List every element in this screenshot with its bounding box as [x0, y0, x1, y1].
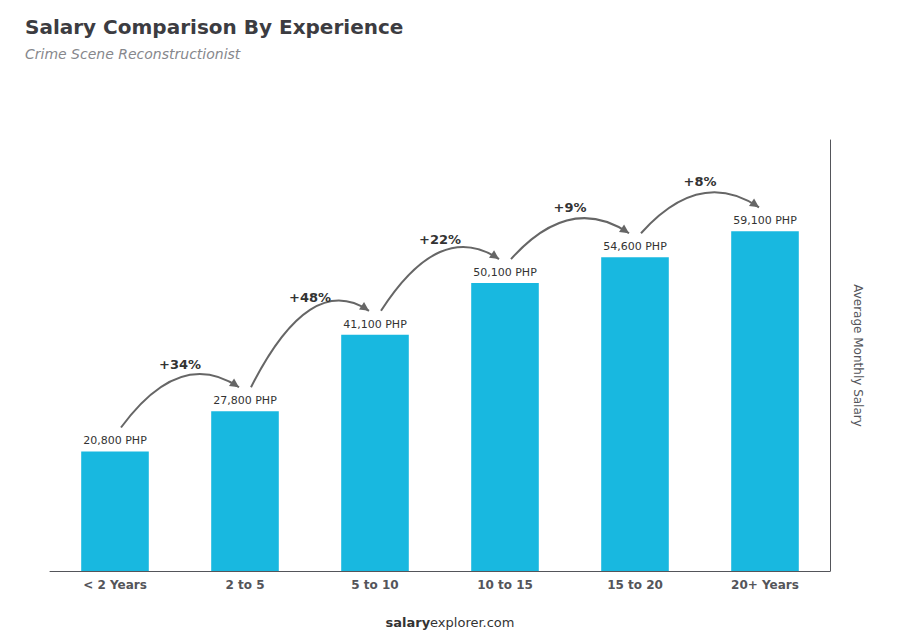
svg-text:explorer.com: explorer.com [430, 615, 514, 630]
svg-text:+22%: +22% [419, 232, 461, 247]
svg-text:59,100 PHP: 59,100 PHP [733, 214, 797, 227]
svg-text:+9%: +9% [554, 200, 587, 215]
svg-text:Crime Scene Reconstructionist: Crime Scene Reconstructionist [25, 46, 241, 62]
svg-text:54,600 PHP: 54,600 PHP [603, 240, 667, 253]
svg-text:50,100 PHP: 50,100 PHP [473, 266, 537, 279]
svg-text:Salary Comparison By Experienc: Salary Comparison By Experience [25, 15, 403, 39]
svg-text:15 to 20: 15 to 20 [607, 578, 663, 592]
svg-text:salary: salary [385, 615, 430, 630]
svg-text:+34%: +34% [159, 357, 201, 372]
svg-text:+8%: +8% [684, 174, 717, 189]
svg-text:2 to 5: 2 to 5 [225, 578, 264, 592]
svg-text:27,800 PHP: 27,800 PHP [213, 394, 277, 407]
svg-text:10 to 15: 10 to 15 [477, 578, 533, 592]
svg-text:20,800 PHP: 20,800 PHP [83, 434, 147, 447]
svg-text:< 2 Years: < 2 Years [83, 578, 147, 592]
svg-text:20+ Years: 20+ Years [731, 578, 799, 592]
svg-text:5 to 10: 5 to 10 [351, 578, 398, 592]
svg-text:Average Monthly Salary: Average Monthly Salary [851, 284, 865, 427]
svg-text:+48%: +48% [289, 290, 331, 305]
svg-text:41,100 PHP: 41,100 PHP [343, 318, 407, 331]
